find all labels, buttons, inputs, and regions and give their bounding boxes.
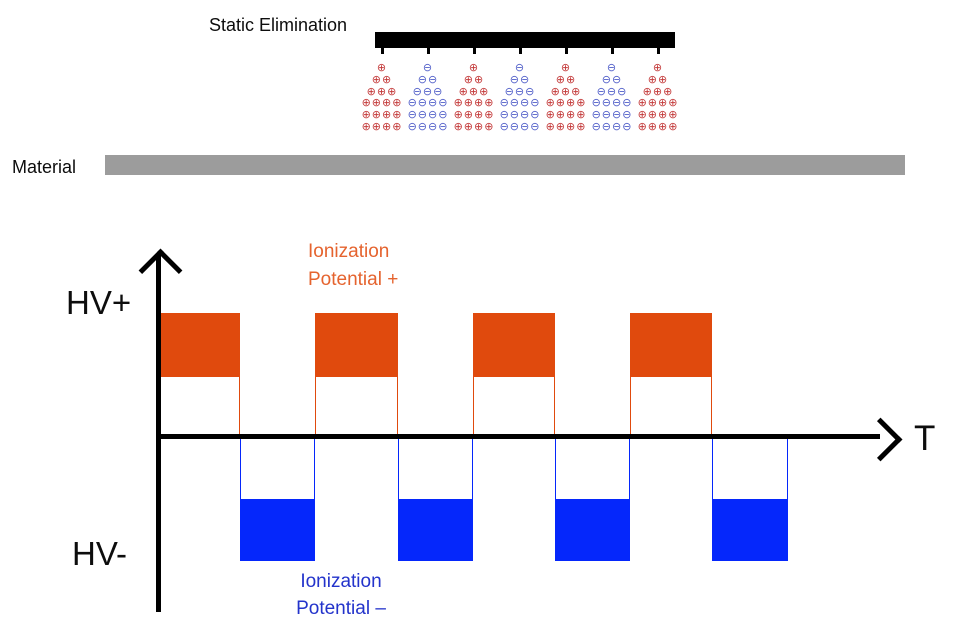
negative-pulse-fill <box>398 499 473 561</box>
x-axis-arrow-right-icon <box>858 417 903 462</box>
ion-row: ⊕⊕⊕⊕ <box>545 108 587 122</box>
ion-cluster-negative: ⊖ ⊖⊖ ⊖⊖⊖ ⊖⊖⊖⊖ ⊖⊖⊖⊖ ⊖⊖⊖⊖ <box>496 62 544 133</box>
ion-row: ⊖ <box>606 61 618 74</box>
ionization-potential-negative-annotation: Ionization Potential – <box>276 568 406 622</box>
annotation-line: Potential – <box>296 598 386 619</box>
ion-row: ⊖⊖⊖⊖ <box>499 96 541 110</box>
ion-row: ⊕⊕⊕ <box>550 84 582 98</box>
ion-row: ⊖ <box>514 61 526 74</box>
ion-row: ⊕⊕ <box>647 72 669 86</box>
ion-row: ⊕⊕⊕ <box>458 84 490 98</box>
material-label: Material <box>12 157 77 177</box>
ion-row: ⊕⊕ <box>463 72 485 86</box>
ion-row: ⊕⊕⊕⊕ <box>361 119 403 133</box>
ion-row: ⊖⊖⊖⊖ <box>407 96 449 110</box>
ion-row: ⊖⊖⊖⊖ <box>591 96 633 110</box>
ion-row: ⊖⊖⊖ <box>504 84 536 98</box>
hv-negative-pulse <box>240 439 315 561</box>
ion-row: ⊕⊕⊕⊕ <box>637 119 679 133</box>
hv-positive-pulse <box>157 313 240 434</box>
ion-row: ⊖⊖⊖⊖ <box>499 119 541 133</box>
ion-cluster-positive: ⊕ ⊕⊕ ⊕⊕⊕ ⊕⊕⊕⊕ ⊕⊕⊕⊕ ⊕⊕⊕⊕ <box>450 62 498 133</box>
ionizer-pin <box>518 48 522 54</box>
hv-negative-pulse <box>712 439 788 561</box>
hv-positive-pulse <box>473 313 555 434</box>
positive-pulse-fill <box>157 313 240 377</box>
diagram-title: Static Elimination <box>209 15 348 35</box>
ionizer-pin <box>610 48 614 54</box>
ion-row: ⊕⊕⊕⊕ <box>453 96 495 110</box>
ion-row: ⊖⊖⊖⊖ <box>407 119 449 133</box>
ion-row: ⊕⊕ <box>371 72 393 86</box>
ion-row: ⊕⊕⊕⊕ <box>545 119 587 133</box>
ion-row: ⊖⊖⊖⊖ <box>591 119 633 133</box>
ion-row: ⊕⊕⊕⊕ <box>637 96 679 110</box>
ionizer-pin <box>472 48 476 54</box>
ion-cluster-positive: ⊕ ⊕⊕ ⊕⊕⊕ ⊕⊕⊕⊕ ⊕⊕⊕⊕ ⊕⊕⊕⊕ <box>358 62 406 133</box>
annotation-line: Potential + <box>308 269 399 290</box>
annotation-line: Ionization <box>300 571 382 592</box>
hv-negative-pulse <box>398 439 473 561</box>
ion-row: ⊖⊖ <box>417 72 439 86</box>
ion-row: ⊕⊕⊕⊕ <box>361 108 403 122</box>
ion-row: ⊖⊖ <box>601 72 623 86</box>
ion-row: ⊖⊖⊖⊖ <box>499 108 541 122</box>
ion-row: ⊕⊕⊕ <box>642 84 674 98</box>
hv-positive-label: HV+ <box>66 284 132 321</box>
ion-row: ⊕⊕⊕⊕ <box>361 96 403 110</box>
ion-cluster-positive: ⊕ ⊕⊕ ⊕⊕⊕ ⊕⊕⊕⊕ ⊕⊕⊕⊕ ⊕⊕⊕⊕ <box>542 62 590 133</box>
ion-row: ⊕⊕⊕⊕ <box>453 108 495 122</box>
y-axis-line <box>156 253 161 612</box>
y-axis-arrow-up-icon <box>138 248 183 293</box>
hv-positive-pulse <box>315 313 398 434</box>
ion-row: ⊖⊖ <box>509 72 531 86</box>
ionizer-bar <box>375 32 675 48</box>
hv-negative-pulse <box>555 439 630 561</box>
ion-row: ⊖⊖⊖⊖ <box>407 108 449 122</box>
ion-cluster-negative: ⊖ ⊖⊖ ⊖⊖⊖ ⊖⊖⊖⊖ ⊖⊖⊖⊖ ⊖⊖⊖⊖ <box>588 62 636 133</box>
negative-pulse-fill <box>712 499 788 561</box>
positive-pulse-fill <box>630 313 712 377</box>
x-axis-line <box>156 434 880 439</box>
hv-positive-pulse <box>630 313 712 434</box>
hv-negative-label: HV- <box>72 535 128 572</box>
material-bar <box>105 155 905 175</box>
ion-row: ⊕⊕⊕⊕ <box>637 108 679 122</box>
ion-row: ⊕ <box>652 61 664 74</box>
annotation-line: Ionization <box>308 241 390 262</box>
negative-pulse-fill <box>555 499 630 561</box>
ionizer-pin <box>380 48 384 54</box>
ion-row: ⊖⊖⊖ <box>412 84 444 98</box>
ion-row: ⊕ <box>560 61 572 74</box>
ion-row: ⊖⊖⊖⊖ <box>591 108 633 122</box>
positive-pulse-fill <box>473 313 555 377</box>
ion-row: ⊕⊕ <box>555 72 577 86</box>
ion-row: ⊕⊕⊕ <box>366 84 398 98</box>
negative-pulse-fill <box>240 499 315 561</box>
ion-row: ⊕⊕⊕⊕ <box>545 96 587 110</box>
ion-cluster-positive: ⊕ ⊕⊕ ⊕⊕⊕ ⊕⊕⊕⊕ ⊕⊕⊕⊕ ⊕⊕⊕⊕ <box>634 62 682 133</box>
ion-row: ⊕⊕⊕⊕ <box>453 119 495 133</box>
ionizer-pin <box>656 48 660 54</box>
positive-pulse-fill <box>315 313 398 377</box>
ion-row: ⊖ <box>422 61 434 74</box>
time-axis-label: T <box>914 419 936 458</box>
ionizer-pin <box>426 48 430 54</box>
ionization-potential-positive-annotation: Ionization Potential + <box>308 238 398 294</box>
ion-row: ⊕ <box>468 61 480 74</box>
ion-cluster-negative: ⊖ ⊖⊖ ⊖⊖⊖ ⊖⊖⊖⊖ ⊖⊖⊖⊖ ⊖⊖⊖⊖ <box>404 62 452 133</box>
ionizer-pin <box>564 48 568 54</box>
ion-row: ⊕ <box>376 61 388 74</box>
ion-row: ⊖⊖⊖ <box>596 84 628 98</box>
